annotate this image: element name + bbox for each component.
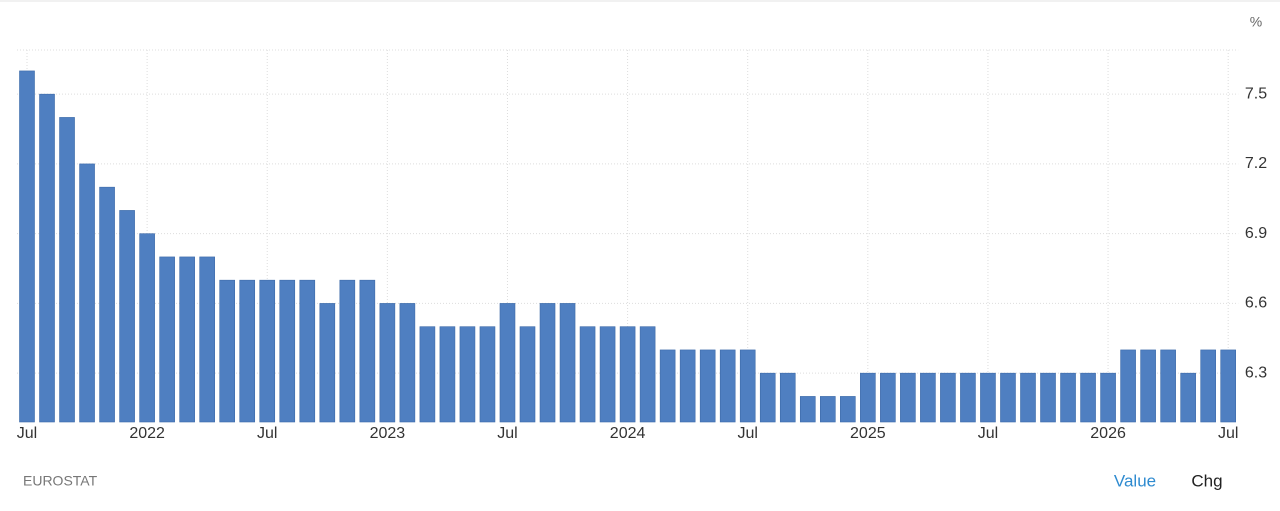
bar xyxy=(739,349,756,423)
x-tick-label: Jul xyxy=(257,425,277,442)
bar xyxy=(1020,372,1036,423)
bar xyxy=(319,303,336,423)
bar xyxy=(639,326,656,423)
y-tick-label: 7.5 xyxy=(1245,85,1267,102)
bar xyxy=(159,256,175,423)
y-tick-label: 6.6 xyxy=(1245,295,1267,312)
x-tick-label: Jul xyxy=(978,425,998,442)
bar xyxy=(819,396,836,423)
bar xyxy=(259,279,276,423)
bar xyxy=(880,372,896,423)
x-tick-label: Jul xyxy=(17,425,37,442)
bar xyxy=(19,70,35,423)
bar xyxy=(419,326,436,423)
bar xyxy=(519,326,536,423)
bar xyxy=(99,186,115,423)
bar xyxy=(439,326,456,423)
bar xyxy=(860,372,876,423)
bar xyxy=(699,349,716,423)
bar xyxy=(479,326,496,423)
y-tick-label: 7.2 xyxy=(1245,155,1267,172)
bar xyxy=(179,256,195,423)
bar xyxy=(459,326,476,423)
bar xyxy=(920,372,936,423)
x-tick-label: 2022 xyxy=(129,425,165,442)
bar xyxy=(279,279,296,423)
bar xyxy=(599,326,616,423)
bar xyxy=(1040,372,1056,423)
x-tick-label: Jul xyxy=(1218,425,1238,442)
bar xyxy=(679,349,696,423)
bar xyxy=(619,326,636,423)
bar xyxy=(39,93,55,423)
bar xyxy=(559,303,576,423)
bar xyxy=(1100,372,1116,423)
bar xyxy=(940,372,956,423)
bar xyxy=(659,349,676,423)
change-tab[interactable]: Chg xyxy=(1191,471,1222,490)
bar xyxy=(980,372,996,423)
bar xyxy=(199,256,215,423)
bar xyxy=(840,396,856,423)
bar xyxy=(1160,349,1176,423)
bar xyxy=(1060,372,1076,423)
bar xyxy=(79,163,95,423)
x-tick-label: 2023 xyxy=(370,425,406,442)
bar xyxy=(219,279,235,423)
bar xyxy=(299,279,316,423)
bar xyxy=(1000,372,1016,423)
unit-label: % xyxy=(1250,14,1262,30)
bar xyxy=(719,349,736,423)
bar xyxy=(799,396,816,423)
bar xyxy=(579,326,596,423)
value-tab[interactable]: Value xyxy=(1114,471,1156,490)
bar xyxy=(359,279,376,423)
x-tick-label: 2024 xyxy=(610,425,646,442)
bar xyxy=(1180,372,1196,423)
x-tick-label: Jul xyxy=(737,425,757,442)
source: EUROSTAT xyxy=(23,473,98,489)
bar xyxy=(339,279,356,423)
bar xyxy=(1080,372,1096,423)
bar xyxy=(539,303,556,423)
bar xyxy=(1120,349,1136,423)
bar xyxy=(119,210,135,423)
bar xyxy=(399,303,416,423)
bar xyxy=(59,117,75,423)
bar xyxy=(900,372,916,423)
bar xyxy=(499,303,516,423)
y-tick-label: 6.9 xyxy=(1245,225,1267,242)
bar xyxy=(779,372,796,423)
bar xyxy=(960,372,976,423)
bar xyxy=(139,233,155,423)
bar xyxy=(379,303,396,423)
x-tick-label: 2026 xyxy=(1090,425,1126,442)
y-tick-label: 6.3 xyxy=(1245,364,1267,381)
x-tick-label: Jul xyxy=(497,425,517,442)
x-tick-label: 2025 xyxy=(850,425,886,442)
bar xyxy=(1200,349,1216,423)
bar xyxy=(759,372,776,423)
bar xyxy=(239,279,256,423)
bar xyxy=(1220,349,1236,423)
bar xyxy=(1140,349,1156,423)
